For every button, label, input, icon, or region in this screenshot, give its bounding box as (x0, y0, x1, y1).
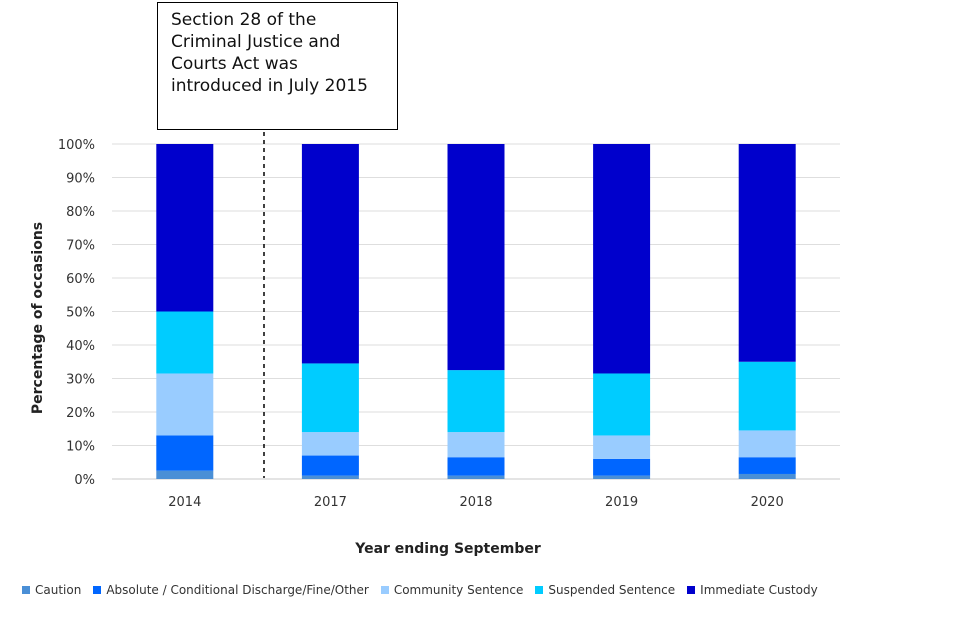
y-axis-title: Percentage of occasions (30, 222, 46, 414)
annotation-box: Section 28 of the Criminal Justice and C… (157, 2, 398, 130)
legend-label: Immediate Custody (700, 583, 818, 597)
y-tick-label: 90% (66, 172, 95, 187)
y-axis-ticks: 0% 10% 20% 30% 40% 50% 60% 70% 80% 90% 100% (58, 138, 95, 488)
y-tick-label: 10% (66, 440, 95, 455)
x-tick-label: 2017 (314, 495, 347, 510)
bar-segment-caution-2019 (593, 475, 651, 479)
legend-item: Suspended Sentence (535, 583, 675, 597)
bar-segment-suspended-sentence-2014 (156, 311, 214, 374)
x-axis-title: Year ending September (354, 541, 541, 557)
y-tick-label: 50% (66, 306, 95, 321)
bar-segment-suspended-sentence-2019 (593, 373, 651, 436)
bar-segment-caution-2017 (301, 475, 359, 479)
bar-segment-absolute-conditional-discharge-fine-other-2017 (301, 455, 359, 476)
bar-segment-absolute-conditional-discharge-fine-other-2019 (593, 458, 651, 476)
y-tick-label: 40% (66, 339, 95, 354)
x-tick-label: 2018 (459, 495, 492, 510)
bar-segment-immediate-custody-2019 (593, 144, 651, 374)
legend-item: Absolute / Conditional Discharge/Fine/Ot… (93, 583, 369, 597)
y-tick-label: 60% (66, 272, 95, 287)
bar-segment-absolute-conditional-discharge-fine-other-2014 (156, 435, 214, 471)
bar-segment-suspended-sentence-2020 (738, 361, 796, 431)
y-tick-label: 80% (66, 205, 95, 220)
legend-swatch (22, 586, 30, 594)
legend-item: Immediate Custody (687, 583, 818, 597)
bar-segment-suspended-sentence-2017 (301, 363, 359, 433)
bar-segment-community-sentence-2019 (593, 435, 651, 459)
x-tick-label: 2019 (605, 495, 638, 510)
y-tick-label: 30% (66, 373, 95, 388)
bar-segment-caution-2018 (447, 475, 505, 479)
y-tick-label: 100% (58, 138, 95, 153)
bar-segment-immediate-custody-2014 (156, 144, 214, 312)
bar-segment-immediate-custody-2018 (447, 144, 505, 371)
x-axis-ticks: 2014 2017 2018 2019 2020 (168, 495, 783, 510)
bar-segment-immediate-custody-2017 (301, 144, 359, 364)
y-tick-label: 0% (74, 473, 95, 488)
legend-swatch (93, 586, 102, 594)
bar-segment-absolute-conditional-discharge-fine-other-2020 (738, 457, 796, 474)
legend-label: Suspended Sentence (548, 583, 676, 597)
bars (156, 144, 796, 479)
bar-segment-community-sentence-2014 (156, 373, 214, 436)
legend-label: Caution (35, 583, 82, 597)
bar-segment-caution-2020 (738, 473, 796, 479)
bar-segment-suspended-sentence-2018 (447, 370, 505, 433)
legend-swatch (535, 586, 544, 594)
x-tick-label: 2020 (751, 495, 784, 510)
y-tick-label: 70% (66, 239, 95, 254)
bar-segment-caution-2014 (156, 470, 214, 479)
bar-segment-community-sentence-2020 (738, 430, 796, 458)
bar-segment-absolute-conditional-discharge-fine-other-2018 (447, 457, 505, 476)
bar-segment-immediate-custody-2020 (738, 144, 796, 362)
legend-swatch (380, 586, 389, 594)
legend: Caution Absolute / Conditional Discharge/… (22, 583, 830, 597)
legend-item: Caution (22, 583, 81, 597)
x-tick-label: 2014 (168, 495, 201, 510)
y-tick-label: 20% (66, 406, 95, 421)
legend-label: Community Sentence (393, 583, 524, 597)
legend-swatch (687, 586, 696, 594)
bar-segment-community-sentence-2018 (447, 432, 505, 458)
legend-label: Absolute / Conditional Discharge/Fine/Ot… (106, 583, 369, 597)
legend-item: Community Sentence (380, 583, 524, 597)
bar-segment-community-sentence-2017 (301, 432, 359, 456)
